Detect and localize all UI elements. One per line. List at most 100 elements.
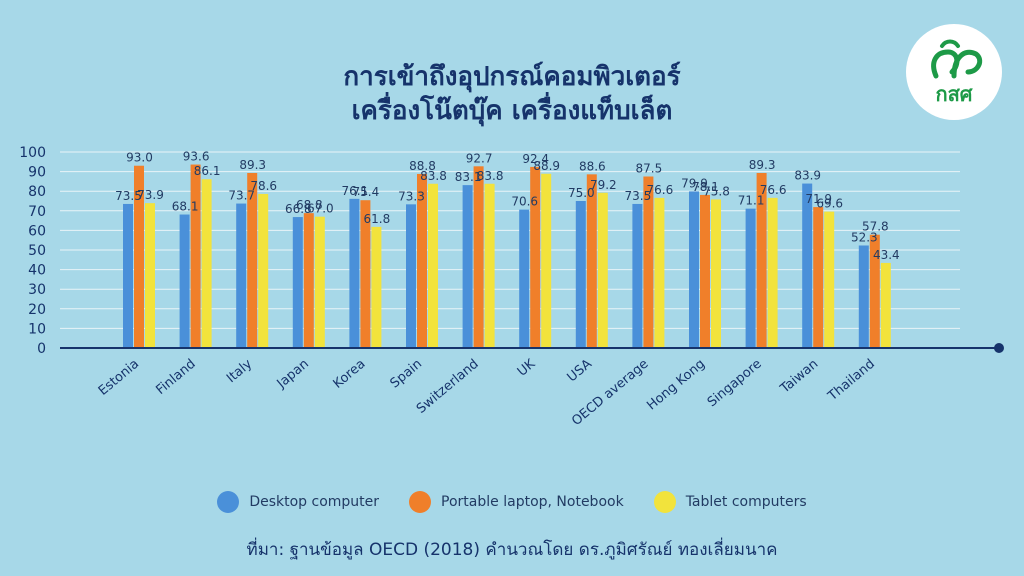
data-label: 79.2 <box>590 178 617 192</box>
bar <box>258 193 269 348</box>
bar <box>700 194 710 348</box>
data-label: 75.4 <box>353 185 380 199</box>
legend-label-desktop: Desktop computer <box>249 494 380 510</box>
data-label: 93.6 <box>183 150 210 164</box>
x-tick-label: Singapore <box>705 357 765 411</box>
data-label: 79.9 <box>681 176 708 190</box>
bar <box>349 198 360 348</box>
data-label: 88.6 <box>579 159 606 173</box>
bar <box>869 234 880 348</box>
data-label: 88.8 <box>409 159 436 173</box>
bar <box>654 197 665 348</box>
bar <box>247 172 258 348</box>
x-tick-label: Finland <box>153 357 198 398</box>
bar <box>643 176 654 348</box>
chart-title: การเข้าถึงอุปกรณ์คอมพิวเตอร์ เครื่องโน๊ต… <box>0 60 1024 128</box>
y-tick-label: 30 <box>28 282 46 298</box>
y-tick-label: 10 <box>28 321 46 337</box>
bar <box>711 199 721 348</box>
x-tick-label: Japan <box>274 357 312 392</box>
data-label: 83.9 <box>794 169 821 183</box>
data-label: 75.0 <box>568 186 595 200</box>
x-tick-label: Hong Kong <box>644 357 708 414</box>
x-tick-label: Taiwan <box>777 357 821 398</box>
bar <box>767 197 778 348</box>
data-label: 86.1 <box>194 164 221 178</box>
bar <box>586 174 597 348</box>
bar <box>813 207 824 348</box>
bar <box>123 203 133 348</box>
legend-label-tablet: Tablet computers <box>685 494 807 510</box>
data-label: 71.1 <box>738 194 765 208</box>
x-tick-label: Thailand <box>825 357 878 405</box>
data-label: 76.1 <box>342 184 369 198</box>
data-label: 43.4 <box>873 248 900 262</box>
x-tick-label: Switzerland <box>414 357 482 417</box>
bar-chart: 0 10 20 30 40 50 60 70 80 90 100 73.5 93.0 73.9 68.1 9… <box>19 145 1004 429</box>
x-tick-label: Spain <box>388 357 425 392</box>
data-label: 75.8 <box>703 184 730 198</box>
data-label: 78.1 <box>692 180 719 194</box>
data-label: 87.5 <box>636 162 663 176</box>
data-label: 89.3 <box>749 158 776 172</box>
data-label: 71.9 <box>805 192 832 206</box>
chart-title-line-1: การเข้าถึงอุปกรณ์คอมพิวเตอร์ <box>343 62 681 92</box>
data-label: 66.8 <box>285 202 312 216</box>
logo-text: กสศ <box>935 82 973 106</box>
bar <box>428 183 438 348</box>
data-label: 68.1 <box>172 200 199 214</box>
bar <box>597 192 608 348</box>
data-label: 73.5 <box>625 189 652 203</box>
x-tick-label: Estonia <box>96 357 142 399</box>
bar <box>880 262 891 348</box>
data-label: 73.5 <box>115 189 142 203</box>
bar <box>190 164 201 348</box>
x-tick-label: UK <box>515 356 539 379</box>
data-label: 73.9 <box>137 188 164 202</box>
y-tick-label: 70 <box>28 204 46 220</box>
bar <box>179 214 190 348</box>
bar <box>236 203 247 348</box>
bar <box>541 173 552 348</box>
bar <box>406 204 416 348</box>
legend-swatch-laptop <box>409 491 432 513</box>
data-label: 73.7 <box>228 189 255 203</box>
bar <box>745 208 756 348</box>
bar <box>756 172 767 348</box>
data-label: 61.8 <box>364 212 391 226</box>
y-tick-label: 40 <box>28 263 46 279</box>
data-label: 78.6 <box>250 179 277 193</box>
y-tick-label: 90 <box>28 165 46 181</box>
y-tick-label: 80 <box>28 184 46 200</box>
bar <box>303 213 314 348</box>
data-label: 70.6 <box>511 195 538 209</box>
data-label: 67.0 <box>307 202 334 216</box>
x-axis <box>60 343 1004 353</box>
data-label: 69.6 <box>816 197 843 211</box>
bar <box>292 217 303 348</box>
bar <box>314 216 325 348</box>
data-label: 92.7 <box>466 151 493 165</box>
data-label: 83.8 <box>477 169 504 183</box>
y-tick-label: 0 <box>37 341 46 357</box>
y-tick-label: 50 <box>28 243 46 259</box>
data-label: 57.8 <box>862 220 889 234</box>
leaf-sprout-icon <box>931 39 983 79</box>
y-tick-label: 60 <box>28 223 46 239</box>
x-tick-label: Korea <box>331 357 369 392</box>
bar <box>484 183 495 348</box>
data-label: 83.1 <box>455 170 482 184</box>
bar <box>201 179 212 348</box>
y-tick-label: 100 <box>19 145 46 161</box>
legend-item-desktop: Desktop computer <box>217 491 379 513</box>
bar <box>689 191 699 348</box>
legend-swatch-tablet <box>653 491 676 513</box>
chart-title-line-2: เครื่องโน๊ตบุ๊ค เครื่องแท็บเล็ต <box>351 96 673 126</box>
bar <box>145 203 155 348</box>
bar <box>802 183 813 348</box>
bar <box>632 203 643 348</box>
data-label: 73.3 <box>398 189 425 203</box>
bar <box>134 165 144 348</box>
bar <box>473 166 484 348</box>
data-label: 76.6 <box>760 183 787 197</box>
